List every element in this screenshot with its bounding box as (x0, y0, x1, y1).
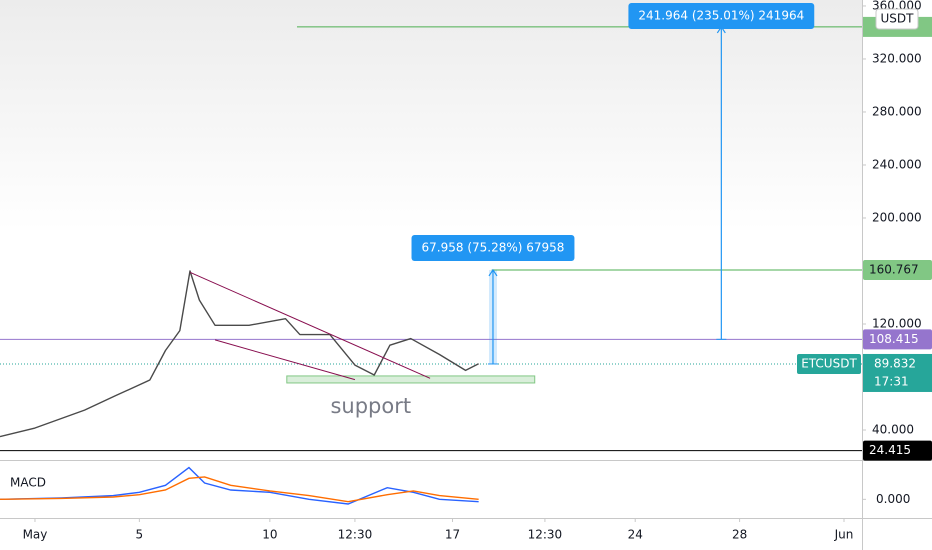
measure-label: 67.958 (75.28%) 67958 (422, 240, 565, 254)
last-price-label: 89.832 (874, 356, 916, 370)
y-tick-label: 320.000 (872, 51, 922, 65)
y-tick-label: 40.000 (872, 422, 914, 436)
main-pane (0, 0, 862, 460)
x-tick-label: 10 (262, 528, 277, 542)
x-tick-label: May (23, 528, 48, 542)
x-tick-label: 5 (136, 528, 144, 542)
y-tick-label: 280.000 (872, 104, 922, 118)
wedge-line (214, 339, 356, 381)
arrow-head (488, 268, 498, 277)
countdown-label: 17:31 (874, 374, 909, 388)
macd-tick-label: 0.000 (876, 492, 910, 506)
currency-label: USDT (881, 12, 915, 26)
macd-signal-line (0, 476, 479, 503)
price-series (0, 270, 479, 438)
measure-label-box (628, 3, 815, 29)
support-zone (286, 375, 536, 384)
price-line-label: 24.415 (869, 443, 911, 457)
macd-macd-line (0, 466, 479, 505)
wedge-line (189, 271, 431, 379)
x-tick-label: 28 (732, 528, 747, 542)
price-line-label: 108.415 (869, 332, 919, 346)
price-line-label-box (863, 329, 932, 350)
currency-box (875, 8, 919, 30)
macd-pane (0, 461, 862, 518)
macd-label: MACD (10, 476, 46, 490)
x-tick-label: 17 (445, 528, 460, 542)
x-tick-label: 12:30 (528, 528, 563, 542)
price-line-label-box (863, 440, 932, 461)
y-tick-label: 120.000 (872, 316, 922, 330)
symbol-box (797, 353, 861, 374)
x-tick-label: Jun (834, 528, 854, 542)
measure-label-box (411, 234, 575, 261)
x-tick-label: 24 (628, 528, 643, 542)
price-line-label-box (863, 259, 932, 280)
last-price-box (863, 353, 932, 392)
measure-label: 241.964 (235.01%) 241964 (638, 9, 804, 23)
symbol-label: ETCUSDT (801, 356, 857, 370)
price-line-label: 160.767 (869, 262, 919, 276)
support-label: support (330, 394, 411, 418)
y-tick-label: 200.000 (872, 210, 922, 224)
x-tick-label: 12:30 (338, 528, 373, 542)
y-tick-label: 240.000 (872, 157, 922, 171)
